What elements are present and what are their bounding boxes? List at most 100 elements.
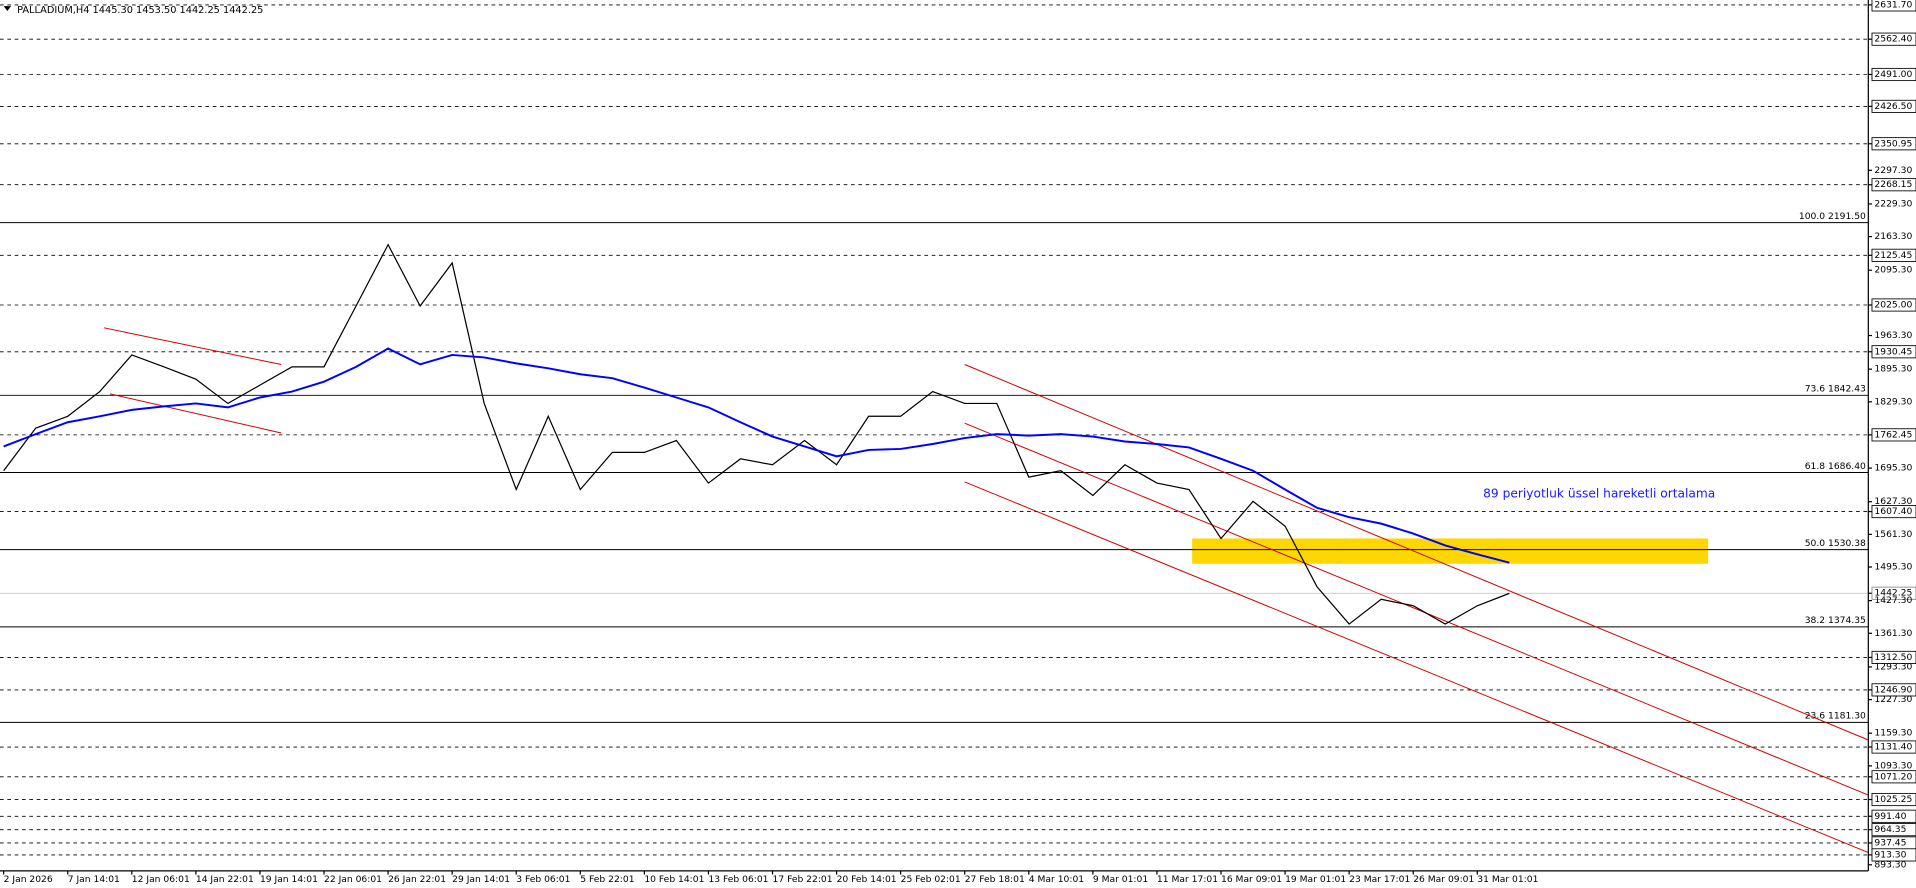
y-tick-label: 1495.30 [1874, 562, 1912, 573]
series-line [3, 243, 1510, 625]
chart-title: PALLADIUM,H4 1445.30 1453.50 1442.25 144… [17, 5, 263, 16]
price-box [1871, 586, 1916, 600]
y-tick-label: 2025.00 [1874, 299, 1912, 310]
channel-line [964, 481, 1869, 853]
x-tick-label: 22 Jan 06:01 [324, 874, 382, 885]
y-tick-label: 1025.25 [1874, 794, 1912, 805]
x-tick-label: 20 Feb 14:01 [837, 874, 897, 885]
y-tick-label: 964.35 [1874, 824, 1906, 835]
price-box [1871, 178, 1916, 192]
y-tick-label: 2268.15 [1874, 179, 1912, 190]
x-tick-label: 14 Jan 22:01 [196, 874, 254, 885]
fib-label: 50.0 1530.38 [1805, 538, 1866, 549]
y-tick-label: 2562.40 [1874, 34, 1912, 45]
x-tick-label: 16 Mar 09:01 [1221, 874, 1282, 885]
series-line [3, 347, 1510, 564]
price-box [1871, 298, 1916, 312]
price-box [1871, 650, 1916, 664]
trend-line [109, 393, 282, 434]
y-tick-label: 1963.30 [1874, 330, 1912, 341]
y-tick-label: 1227.30 [1874, 694, 1912, 705]
price-box [1871, 792, 1916, 807]
x-tick-label: 23 Mar 17:01 [1349, 874, 1410, 885]
x-tick-label: 19 Mar 01:01 [1285, 874, 1346, 885]
x-tick-label: 2 Jan 2026 [4, 874, 53, 885]
y-tick-label: 2163.30 [1874, 231, 1912, 242]
y-tick-label: 1312.50 [1874, 652, 1912, 663]
y-tick-label: 1071.20 [1874, 771, 1912, 782]
y-tick-label: 2229.30 [1874, 198, 1912, 209]
y-tick-label: 1762.45 [1874, 429, 1912, 440]
x-tick-label: 12 Jan 06:01 [132, 874, 190, 885]
y-tick-label: 1829.30 [1874, 396, 1912, 407]
y-tick-label: 1695.30 [1874, 463, 1912, 474]
x-tick-label: 3 Feb 06:01 [516, 874, 570, 885]
y-tick-label: 1246.90 [1874, 684, 1912, 695]
channel-line [964, 422, 1869, 796]
zone [1192, 538, 1709, 564]
x-tick-label: 4 Mar 10:01 [1029, 874, 1084, 885]
y-tick-label: 2125.45 [1874, 250, 1912, 261]
y-tick-label: 893.30 [1874, 859, 1906, 870]
channel-line [964, 364, 1869, 741]
y-tick-label: 2426.50 [1874, 101, 1912, 112]
x-tick-label: 31 Mar 01:01 [1477, 874, 1538, 885]
x-tick-label: 27 Feb 18:01 [965, 874, 1025, 885]
x-tick-label: 17 Feb 22:01 [773, 874, 833, 885]
fib-label: 100.0 2191.50 [1799, 211, 1866, 222]
x-tick-label: 10 Feb 14:01 [644, 874, 704, 885]
x-tick-label: 7 Jan 14:01 [68, 874, 120, 885]
price-box [1871, 345, 1916, 359]
y-tick-label: 1561.30 [1874, 529, 1912, 540]
y-tick-label: 1093.30 [1874, 760, 1912, 771]
y-tick-label: 1361.30 [1874, 628, 1912, 639]
y-tick-label: 1159.30 [1874, 728, 1912, 739]
y-tick-label: 2631.70 [1874, 0, 1912, 10]
price-box [1871, 740, 1916, 754]
price-box [1871, 809, 1916, 823]
price-box [1871, 428, 1916, 442]
y-tick-label: 2350.95 [1874, 138, 1912, 149]
x-tick-label: 26 Mar 09:01 [1413, 874, 1474, 885]
x-tick-label: 13 Feb 06:01 [708, 874, 768, 885]
grid-layer [0, 4, 1869, 856]
x-tick-label: 9 Mar 01:01 [1093, 874, 1148, 885]
price-box [1871, 248, 1916, 262]
channel-lines [103, 327, 1869, 853]
fib-label: 23.6 1181.30 [1805, 711, 1866, 722]
price-box [1871, 770, 1916, 784]
y-tick-label: 2095.30 [1874, 265, 1912, 276]
x-tick-label: 29 Jan 14:01 [452, 874, 510, 885]
price-box [1871, 32, 1916, 46]
price-box [1871, 823, 1916, 837]
price-box [1871, 505, 1916, 519]
x-tick-label: 19 Jan 14:01 [260, 874, 318, 885]
y-tick-label: 1627.30 [1874, 496, 1912, 507]
trend-line [103, 327, 282, 365]
price-box [1871, 137, 1916, 151]
fib-label: 73.6 1842.43 [1805, 384, 1866, 395]
y-tick-label: 991.40 [1874, 811, 1906, 822]
x-tick-label: 11 Mar 17:01 [1157, 874, 1218, 885]
price-box [1871, 0, 1916, 12]
fib-label: 61.8 1686.40 [1805, 461, 1866, 472]
x-tick-label: 25 Feb 02:01 [901, 874, 961, 885]
x-tick-label: 26 Jan 22:01 [388, 874, 446, 885]
x-tick-label: 5 Feb 22:01 [580, 874, 634, 885]
price-box [1871, 848, 1916, 862]
y-tick-label: 1427.30 [1874, 595, 1912, 606]
y-tick-label: 913.30 [1874, 849, 1906, 860]
y-tick-label: 1131.40 [1874, 742, 1912, 753]
title-icon [3, 6, 12, 12]
y-tick-label: 1293.30 [1874, 661, 1912, 672]
annotation: 89 periyotluk üssel hareketli ortalama [1483, 487, 1715, 501]
y-tick-label: 1442.25 [1874, 588, 1912, 599]
price-box [1871, 99, 1916, 113]
y-tick-label: 937.45 [1874, 837, 1906, 848]
y-tick-label: 1895.30 [1874, 364, 1912, 375]
y-tick-label: 2491.00 [1874, 69, 1912, 80]
y-tick-label: 1930.45 [1874, 346, 1912, 357]
